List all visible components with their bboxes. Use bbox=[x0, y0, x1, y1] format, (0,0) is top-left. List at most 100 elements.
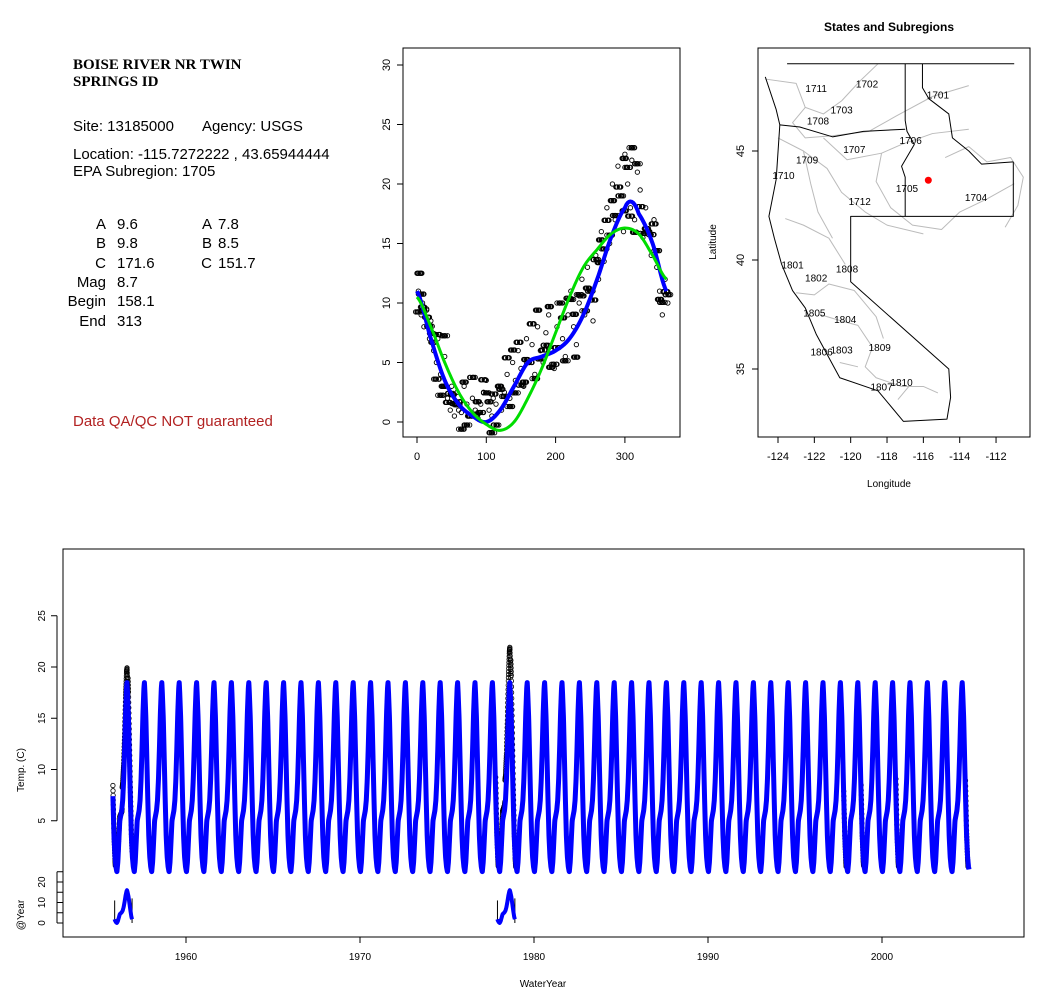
observed-point bbox=[611, 212, 618, 219]
observed-point bbox=[543, 330, 549, 336]
observed-point bbox=[550, 361, 556, 367]
observed-point bbox=[504, 371, 510, 378]
observed-point bbox=[458, 409, 465, 416]
observed-point bbox=[472, 399, 478, 405]
observed-point bbox=[496, 422, 502, 428]
observed-point bbox=[584, 264, 591, 270]
observed-point bbox=[591, 297, 598, 303]
lon-tick-label: -114 bbox=[949, 451, 970, 463]
observed-point bbox=[609, 212, 616, 219]
observed-point bbox=[659, 312, 665, 318]
observed-point bbox=[500, 393, 506, 400]
observed-point bbox=[570, 354, 577, 360]
state-boundary bbox=[921, 63, 1014, 165]
observed-point bbox=[510, 347, 516, 353]
observed-point bbox=[491, 391, 498, 397]
lon-tick-label: -112 bbox=[985, 451, 1006, 463]
title-line-2: SPRINGS ID bbox=[73, 74, 159, 90]
observed-point bbox=[629, 157, 635, 163]
subregion-boundary bbox=[819, 314, 939, 394]
observed-point bbox=[530, 321, 536, 327]
lon-tick-label: -116 bbox=[913, 451, 934, 463]
temp-tick-label: 20 bbox=[37, 661, 48, 673]
observed-point bbox=[469, 374, 476, 381]
year-tick-label: 1980 bbox=[523, 952, 546, 963]
map-xlabel: Longitude bbox=[867, 479, 911, 490]
observed-point bbox=[627, 205, 634, 211]
year-tick-label: 1960 bbox=[175, 952, 198, 963]
observed-point bbox=[631, 161, 638, 167]
observed-point bbox=[615, 193, 621, 199]
observed-point bbox=[480, 409, 486, 416]
observed-point bbox=[615, 163, 621, 169]
observed-point bbox=[665, 300, 671, 306]
region-label-1703: 1703 bbox=[830, 106, 853, 117]
observed-point bbox=[576, 293, 582, 299]
region-label-1807: 1807 bbox=[870, 382, 893, 393]
observed-point bbox=[459, 379, 465, 385]
region-label-1709: 1709 bbox=[796, 156, 819, 167]
observed-point bbox=[622, 155, 628, 162]
observed-point bbox=[579, 276, 585, 282]
observed-point bbox=[442, 399, 449, 406]
observed-point bbox=[559, 300, 565, 306]
param-value: 9.6 bbox=[117, 216, 138, 233]
site-marker bbox=[924, 176, 932, 184]
param-label: End bbox=[79, 312, 106, 330]
observed-point bbox=[579, 293, 586, 299]
observed-point bbox=[110, 788, 116, 794]
observed-point bbox=[508, 672, 514, 678]
observed-point bbox=[559, 336, 566, 342]
param-label-fit2: B bbox=[201, 235, 212, 253]
region-label-1802: 1802 bbox=[805, 273, 828, 284]
region-label-1702: 1702 bbox=[856, 79, 879, 90]
observed-point bbox=[475, 399, 481, 405]
param-value: 8.7 bbox=[117, 273, 138, 291]
observed-point bbox=[594, 259, 600, 266]
observed-point bbox=[521, 356, 527, 363]
param-label: A bbox=[95, 216, 106, 233]
qa-disclaimer: Data QA/QC NOT guaranteed bbox=[73, 413, 273, 430]
observed-point bbox=[438, 383, 444, 389]
timeseries-ylabel: Temp. (C) bbox=[16, 748, 27, 792]
title-line-1: BOISE RIVER NR TWIN bbox=[73, 57, 242, 73]
observed-point bbox=[447, 407, 453, 413]
lat-tick-label: 45 bbox=[735, 145, 747, 157]
observed-point bbox=[623, 164, 629, 170]
region-label-1705: 1705 bbox=[896, 184, 919, 195]
observed-point bbox=[506, 403, 512, 410]
region-label-1808: 1808 bbox=[836, 265, 859, 276]
state-boundary bbox=[764, 76, 1014, 422]
observed-point bbox=[110, 782, 116, 789]
observed-point bbox=[569, 311, 575, 317]
param-value-fit2: 8.5 bbox=[218, 235, 239, 253]
observed-point bbox=[547, 303, 553, 310]
year-tick-label: 2000 bbox=[871, 952, 894, 963]
observed-point bbox=[444, 333, 451, 339]
observed-point bbox=[541, 347, 548, 353]
region-label-1804: 1804 bbox=[834, 315, 857, 326]
region-label-1806: 1806 bbox=[810, 348, 833, 359]
observed-point bbox=[124, 667, 130, 673]
region-label-1708: 1708 bbox=[807, 116, 830, 127]
observed-point bbox=[526, 321, 532, 327]
lon-tick-label: -120 bbox=[840, 451, 862, 463]
observed-point bbox=[439, 333, 445, 339]
observed-point bbox=[554, 300, 560, 306]
observed-point bbox=[648, 221, 654, 227]
subregion-boundary bbox=[803, 150, 924, 235]
observed-point bbox=[535, 307, 541, 313]
observed-point bbox=[619, 155, 625, 162]
param-label: Begin bbox=[67, 293, 106, 311]
observed-point bbox=[437, 392, 443, 398]
y-tick-label: 0 bbox=[381, 419, 393, 425]
observed-point bbox=[631, 145, 637, 151]
x-tick-label: 100 bbox=[477, 451, 495, 463]
observed-point bbox=[417, 270, 424, 276]
param-value: 9.8 bbox=[117, 235, 138, 253]
observed-point bbox=[620, 228, 627, 235]
lat-tick-label: 40 bbox=[735, 254, 747, 266]
observed-point bbox=[529, 341, 535, 348]
observed-point bbox=[556, 300, 562, 306]
observed-point bbox=[595, 237, 602, 243]
